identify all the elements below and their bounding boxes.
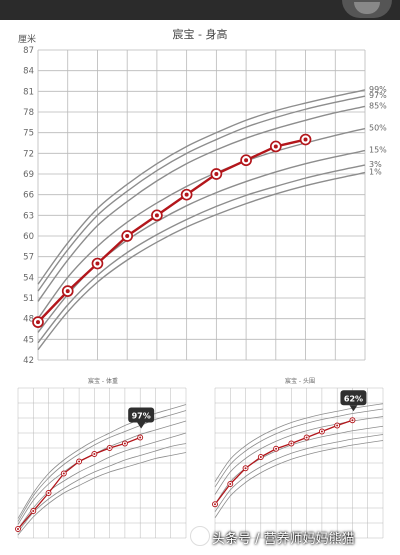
data-point-center <box>123 442 126 445</box>
y-tick-label: 72 <box>23 149 34 159</box>
grid <box>17 387 187 539</box>
y-tick-label: 45 <box>23 335 34 345</box>
chart-title: 宸宝 - 身高 <box>173 27 228 41</box>
growth-series-line <box>37 138 306 323</box>
percentile-label: 99% <box>369 85 387 94</box>
data-point-center <box>65 289 70 294</box>
y-tick-label: 75 <box>23 129 34 139</box>
head-chart-title: 宸宝 - 头围 <box>285 377 315 385</box>
data-point-center <box>154 213 159 218</box>
corner-knob <box>342 0 392 18</box>
percentile-curve <box>17 443 187 533</box>
data-point-center <box>214 172 219 176</box>
y-tick-label: 54 <box>23 273 34 283</box>
data-point-center <box>95 261 100 266</box>
percentile-curve <box>17 432 187 530</box>
data-point-center <box>47 492 50 494</box>
percentile-label: 97% <box>369 91 387 100</box>
y-tick-label: 57 <box>23 253 34 263</box>
data-point-center <box>351 419 354 422</box>
data-point-center <box>290 442 293 445</box>
height-growth-chart: 宸宝 - 身高 厘米 42 45 48 51 54 57 60 63 66 69 72 75 78 81 8… <box>18 27 387 366</box>
badge-pointer <box>349 405 358 412</box>
percentile-curve <box>17 452 187 536</box>
percentile-label: 15% <box>369 146 387 155</box>
y-tick-label: 87 <box>23 46 34 56</box>
percentile-label: 85% <box>369 101 387 110</box>
data-point-center <box>184 192 189 197</box>
percentile-curve <box>37 149 366 333</box>
data-point-center <box>214 503 216 506</box>
data-point-center <box>273 144 278 149</box>
data-point-center <box>259 456 262 458</box>
data-point-center <box>93 453 96 455</box>
data-point-center <box>36 320 40 325</box>
data-point-center <box>305 436 308 439</box>
data-point-center <box>78 460 81 463</box>
badge-pointer <box>137 422 146 429</box>
y-tick-label: 63 <box>23 211 34 221</box>
data-point-center <box>139 436 142 439</box>
data-point-center <box>229 483 232 485</box>
percentile-curve <box>37 164 366 344</box>
data-point-center <box>125 234 130 238</box>
percentile-curve <box>214 408 384 488</box>
grid <box>37 49 366 361</box>
y-tick-label: 78 <box>23 108 34 118</box>
y-axis-label: 厘米 <box>18 33 36 45</box>
percentile-curve <box>37 171 366 351</box>
head-circumference-chart: 宸宝 - 头围 62% <box>212 377 384 539</box>
y-tick-label: 60 <box>23 232 34 242</box>
percentile-badge <box>340 390 367 406</box>
watermark-logo-icon <box>190 526 210 546</box>
data-point-center <box>320 430 323 433</box>
percentile-label: 1% <box>369 168 382 177</box>
percentile-curve <box>214 434 384 512</box>
percentile-badge-label: 97% <box>132 412 151 421</box>
y-tick-label: 81 <box>23 87 34 97</box>
percentile-curve <box>17 420 187 525</box>
watermark-text: 头条号 / 营养师妈妈熊猫 <box>212 532 355 547</box>
data-point-center <box>336 424 339 427</box>
y-tick-label: 69 <box>23 170 34 180</box>
percentile-label: 50% <box>369 124 387 133</box>
percentile-curve <box>37 95 366 292</box>
data-point-center <box>303 137 308 142</box>
data-point-center <box>17 528 19 530</box>
percentile-label: 3% <box>369 160 382 169</box>
percentile-badge-label: 62% <box>344 394 363 403</box>
y-tick-label: 66 <box>23 191 34 201</box>
data-point-center <box>108 447 111 449</box>
data-point-center <box>62 472 65 475</box>
data-point-center <box>275 447 278 450</box>
percentile-curve <box>17 410 187 522</box>
percentile-curve <box>37 89 366 285</box>
data-point-center <box>244 467 247 470</box>
y-tick-label: 42 <box>23 356 34 366</box>
weight-growth-chart: 宸宝 - 体重 97% <box>15 377 187 539</box>
y-tick-label: 51 <box>23 294 34 304</box>
weight-chart-title: 宸宝 - 体重 <box>88 377 118 385</box>
percentile-curve <box>17 404 187 519</box>
percentile-curve <box>37 105 366 302</box>
percentile-curve <box>214 440 384 518</box>
percentile-badge <box>128 407 155 423</box>
data-point-center <box>32 510 35 512</box>
y-tick-label: 48 <box>23 315 34 325</box>
top-bar <box>0 0 400 20</box>
data-point-center <box>244 158 249 163</box>
y-tick-label: 84 <box>23 67 34 77</box>
growth-series-line <box>214 419 353 505</box>
